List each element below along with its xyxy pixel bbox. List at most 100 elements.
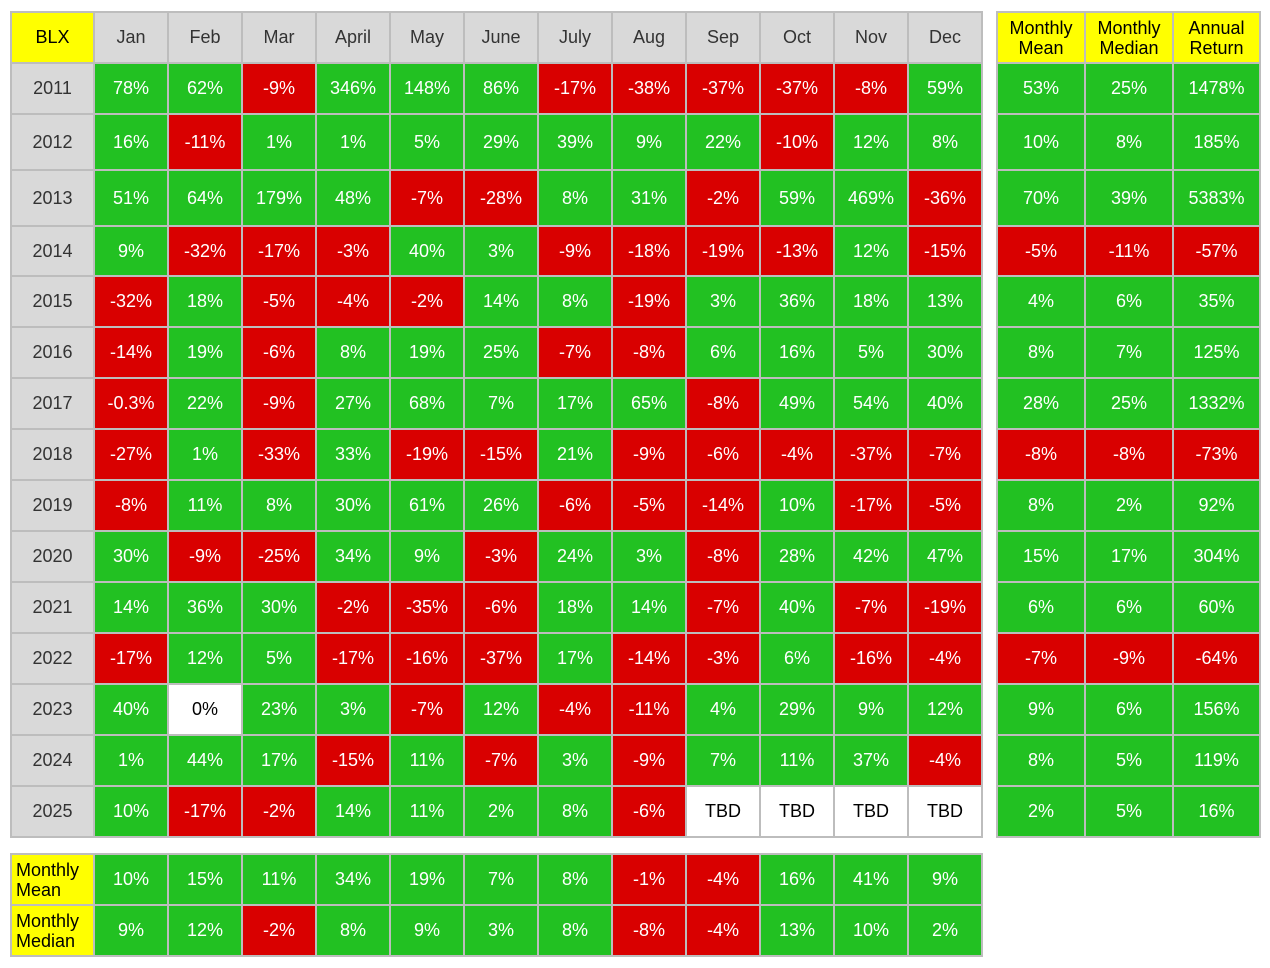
summary-row-2014: -5% -11% -57% [996,225,1261,277]
return-cell: 12% [833,113,909,171]
year-label: 2025 [10,785,95,838]
return-cell: 9% [611,113,687,171]
return-cell: -38% [611,62,687,115]
return-cell: -9% [537,225,613,277]
return-cell: 7% [463,377,539,430]
return-cell: 346% [315,62,391,115]
return-cell: 8% [315,326,391,379]
summary-cell: 185% [1172,113,1261,171]
summary-row-2025: 2% 5% 16% [996,785,1261,838]
summary-cell: -7% [996,632,1086,685]
return-cell: -37% [833,428,909,481]
return-cell: 44% [167,734,243,787]
annual-summary-table: Monthly Mean Monthly Median Annual Return … [996,11,1261,838]
return-cell: 14% [93,581,169,634]
return-cell: 1% [93,734,169,787]
return-cell: -25% [241,530,317,583]
summary-cell: -5% [996,225,1086,277]
return-cell: 9% [833,683,909,736]
year-row-2022: 2022 -17% 12% 5% -17% -16% -37% 17% -14% -3% 6% -16… [10,632,983,685]
stats-cell: 19% [389,853,465,906]
summary-cell: 304% [1172,530,1261,583]
summary-cell: 8% [996,479,1086,532]
return-cell: 1% [315,113,391,171]
stats-cell: 13% [759,904,835,957]
summary-cell: 92% [1172,479,1261,532]
year-row-2015: 2015 -32% 18% -5% -4% -2% 14% 8% -19% 3% 36% 18% 13% [10,275,983,328]
return-cell: -15% [907,225,983,277]
return-cell: 8% [537,275,613,328]
return-cell: -19% [907,581,983,634]
month-header-feb: Feb [167,11,243,64]
summary-cell: 7% [1084,326,1174,379]
return-cell: 19% [389,326,465,379]
return-cell: -14% [685,479,761,532]
return-cell: -13% [759,225,835,277]
return-cell: 65% [611,377,687,430]
return-cell: 5% [389,113,465,171]
month-header-oct: Oct [759,11,835,64]
summary-cell: 15% [996,530,1086,583]
ticker-header-cell: BLX [10,11,95,64]
return-cell: -17% [537,62,613,115]
summary-cell: 8% [1084,113,1174,171]
return-cell: -8% [611,326,687,379]
return-cell: -4% [537,683,613,736]
return-cell: -17% [833,479,909,532]
return-cell: 64% [167,169,243,227]
return-cell: -5% [907,479,983,532]
return-cell: -5% [611,479,687,532]
stats-cell: 2% [907,904,983,957]
return-cell: -4% [907,734,983,787]
year-label: 2014 [10,225,95,277]
return-cell: -9% [167,530,243,583]
stats-row-1: Monthly Median 9% 12% -2% 8% 9% 3% 8% -8% -4% 13% 1… [10,904,983,957]
return-cell: 17% [537,632,613,685]
month-header-nov: Nov [833,11,909,64]
return-cell: -9% [241,377,317,430]
year-label: 2021 [10,581,95,634]
return-cell: -2% [685,169,761,227]
return-cell: 36% [759,275,835,328]
stats-row-label: Monthly Mean [10,853,95,906]
summary-cell: -57% [1172,225,1261,277]
summary-cell: 70% [996,169,1086,227]
return-cell: -14% [611,632,687,685]
return-cell: -10% [759,113,835,171]
return-cell: -6% [537,479,613,532]
return-cell: 17% [537,377,613,430]
month-header-row: BLX Jan Feb Mar April May June July Aug Sep Oct No… [10,11,983,64]
return-cell: 6% [685,326,761,379]
return-cell: 5% [833,326,909,379]
summary-cell: 125% [1172,326,1261,379]
return-cell: -35% [389,581,465,634]
return-cell: -36% [907,169,983,227]
stats-cell: 10% [93,853,169,906]
return-cell: -9% [611,428,687,481]
return-cell: TBD [759,785,835,838]
return-cell: 8% [537,785,613,838]
month-header-aug: Aug [611,11,687,64]
stats-cell: 9% [389,904,465,957]
return-cell: -7% [389,683,465,736]
summary-cell: -9% [1084,632,1174,685]
return-cell: 62% [167,62,243,115]
summary-cell: 28% [996,377,1086,430]
summary-cell: 1332% [1172,377,1261,430]
return-cell: 10% [93,785,169,838]
return-cell: 148% [389,62,465,115]
return-cell: -28% [463,169,539,227]
return-cell: -7% [833,581,909,634]
stats-cell: -4% [685,904,761,957]
summary-header-1: Monthly Median [1084,11,1174,64]
return-cell: 3% [463,225,539,277]
summary-header-row: Monthly Mean Monthly Median Annual Return [996,11,1261,64]
summary-cell: 1478% [1172,62,1261,115]
return-cell: 14% [463,275,539,328]
return-cell: -7% [463,734,539,787]
return-cell: 11% [389,734,465,787]
stats-cell: 15% [167,853,243,906]
return-cell: 47% [907,530,983,583]
return-cell: -9% [241,62,317,115]
stats-cell: 41% [833,853,909,906]
